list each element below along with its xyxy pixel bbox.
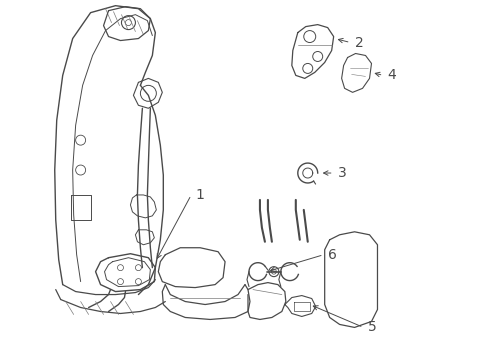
Text: 1: 1: [195, 188, 203, 202]
Text: 2: 2: [354, 36, 363, 50]
Text: 4: 4: [386, 68, 395, 82]
Text: 3: 3: [337, 166, 346, 180]
Text: 6: 6: [327, 248, 336, 262]
Text: 5: 5: [367, 320, 375, 334]
